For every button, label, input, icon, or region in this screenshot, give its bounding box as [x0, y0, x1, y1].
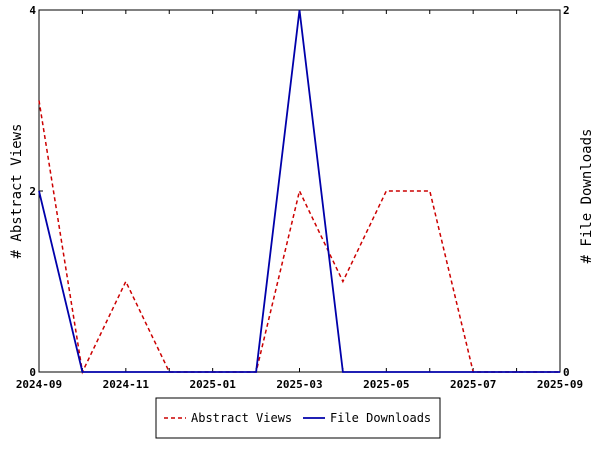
y-left-tick-label: 2 — [29, 185, 36, 198]
legend-box — [155, 397, 441, 439]
plot-area — [38, 9, 561, 373]
x-tick-label: 2025-09 — [537, 378, 583, 391]
y-right-tick-label: 2 — [563, 4, 570, 17]
y-axis-right-title: # File Downloads — [579, 129, 595, 264]
x-tick-label: 2025-05 — [363, 378, 409, 391]
x-tick-label: 2025-01 — [189, 378, 236, 391]
legend-label-file-downloads: File Downloads — [330, 411, 431, 425]
x-tick-label: 2025-07 — [450, 378, 496, 391]
legend: Abstract Views File Downloads — [155, 397, 441, 439]
series-line-file-downloads — [38, 9, 560, 373]
y-right-tick-label: 0 — [563, 366, 570, 379]
y-left-tick-label: 4 — [29, 4, 36, 17]
x-tick-label: 2025-03 — [276, 378, 322, 391]
x-tick-label: 2024-11 — [103, 378, 150, 391]
y-axis-left-title: # Abstract Views — [9, 124, 25, 259]
y-left-tick-label: 0 — [29, 366, 36, 379]
legend-label-abstract-views: Abstract Views — [191, 411, 292, 425]
x-tick-label: 2024-09 — [16, 378, 62, 391]
